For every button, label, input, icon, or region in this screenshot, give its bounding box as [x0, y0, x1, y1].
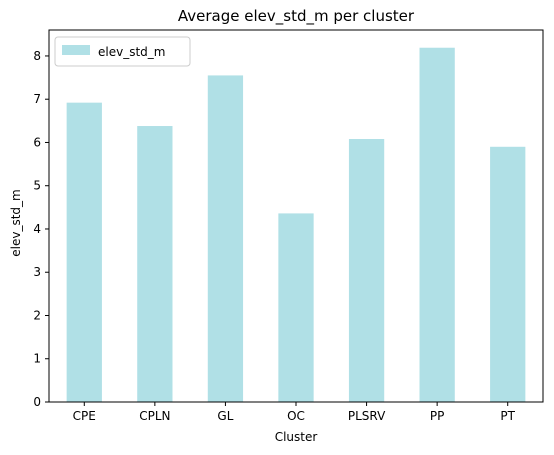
x-tick-label: OC — [287, 409, 305, 423]
x-tick-label: CPE — [73, 409, 96, 423]
legend: elev_std_m — [54, 36, 191, 67]
y-tick-label: 5 — [33, 179, 41, 193]
legend-box — [54, 36, 191, 67]
y-axis-label: elev_std_m — [9, 189, 23, 256]
legend-swatch — [62, 45, 90, 55]
x-tick-label: GL — [217, 409, 233, 423]
plot-frame — [48, 29, 544, 403]
bar-oc — [278, 213, 314, 402]
bar-gl — [207, 75, 244, 402]
y-tick-label: 7 — [33, 92, 41, 106]
y-tick-label: 8 — [33, 49, 41, 63]
chart-title: Average elev_std_m per cluster — [178, 7, 415, 26]
y-tick-label: 6 — [33, 135, 41, 149]
bar-pt — [490, 146, 526, 402]
x-tick-label: PT — [500, 409, 515, 423]
bar-pp — [419, 47, 455, 402]
bars-group — [66, 47, 526, 403]
legend-label: elev_std_m — [98, 45, 165, 59]
y-tick-label: 2 — [33, 308, 41, 322]
y-tick-label: 4 — [33, 222, 41, 236]
y-tick-label: 3 — [33, 265, 41, 279]
bar-cpln — [137, 126, 173, 403]
y-tick-label: 0 — [33, 395, 41, 409]
x-tick-label: PP — [430, 409, 444, 423]
x-axis-ticks: CPE CPLN GL OC PLSRV PP PT — [73, 402, 516, 423]
bar-cpe — [66, 102, 102, 402]
x-tick-label: CPLN — [139, 409, 170, 423]
x-tick-label: PLSRV — [348, 409, 386, 423]
y-tick-label: 1 — [33, 352, 41, 366]
x-axis-label: Cluster — [275, 430, 318, 444]
y-axis-ticks: 0 1 2 3 4 5 6 7 8 — [33, 49, 49, 409]
bar-plsrv — [348, 139, 385, 403]
